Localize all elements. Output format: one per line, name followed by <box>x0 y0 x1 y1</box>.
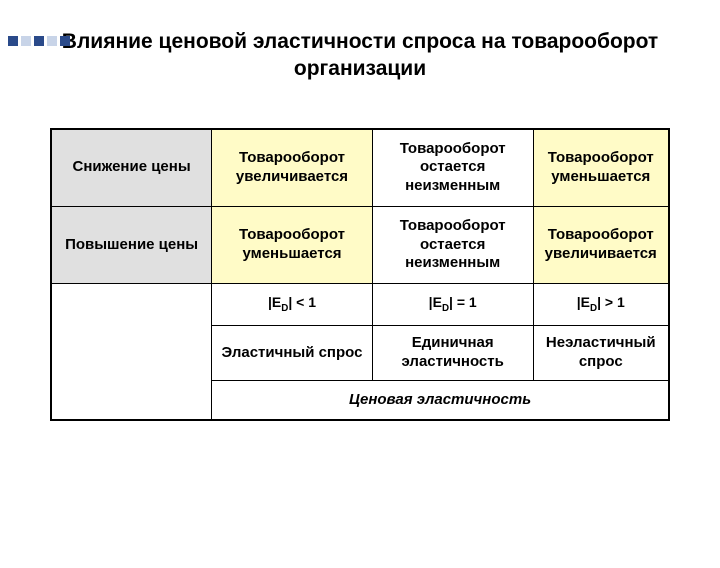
row-head-price-up: Повышение цены <box>51 206 212 283</box>
table-container: Снижение цены Товарооборот увеличивается… <box>0 128 720 422</box>
cell: Товарооборот уменьшается <box>533 129 669 207</box>
deco-sq <box>8 36 18 46</box>
deco-sq <box>34 36 44 46</box>
deco-sq <box>47 36 57 46</box>
cell: Товарооборот увеличивается <box>533 206 669 283</box>
corner-decoration <box>8 36 70 46</box>
formula-row: |ED| < 1 |ED| = 1 |ED| > 1 <box>51 284 669 326</box>
cell: Товарооборот увеличивается <box>212 129 373 207</box>
cell: Товарооборот остается неизменным <box>372 206 533 283</box>
empty-cell <box>51 284 212 421</box>
formula-cell: |ED| = 1 <box>372 284 533 326</box>
deco-sq <box>21 36 31 46</box>
elasticity-table: Снижение цены Товарооборот увеличивается… <box>50 128 670 422</box>
page-title: Влияние ценовой эластичности спроса на т… <box>0 28 720 83</box>
formula-cell: |ED| < 1 <box>212 284 373 326</box>
cell: Товарооборот уменьшается <box>212 206 373 283</box>
caption-cell: Единичная эластичность <box>372 326 533 381</box>
cell: Товарооборот остается неизменным <box>372 129 533 207</box>
caption-cell: Эластичный спрос <box>212 326 373 381</box>
formula-cell: |ED| > 1 <box>533 284 669 326</box>
table-row: Снижение цены Товарооборот увеличивается… <box>51 129 669 207</box>
caption-cell: Неэластичный спрос <box>533 326 669 381</box>
deco-sq <box>60 36 70 46</box>
row-head-price-down: Снижение цены <box>51 129 212 207</box>
table-row: Повышение цены Товарооборот уменьшается … <box>51 206 669 283</box>
footer-cell: Ценовая эластичность <box>212 380 669 420</box>
